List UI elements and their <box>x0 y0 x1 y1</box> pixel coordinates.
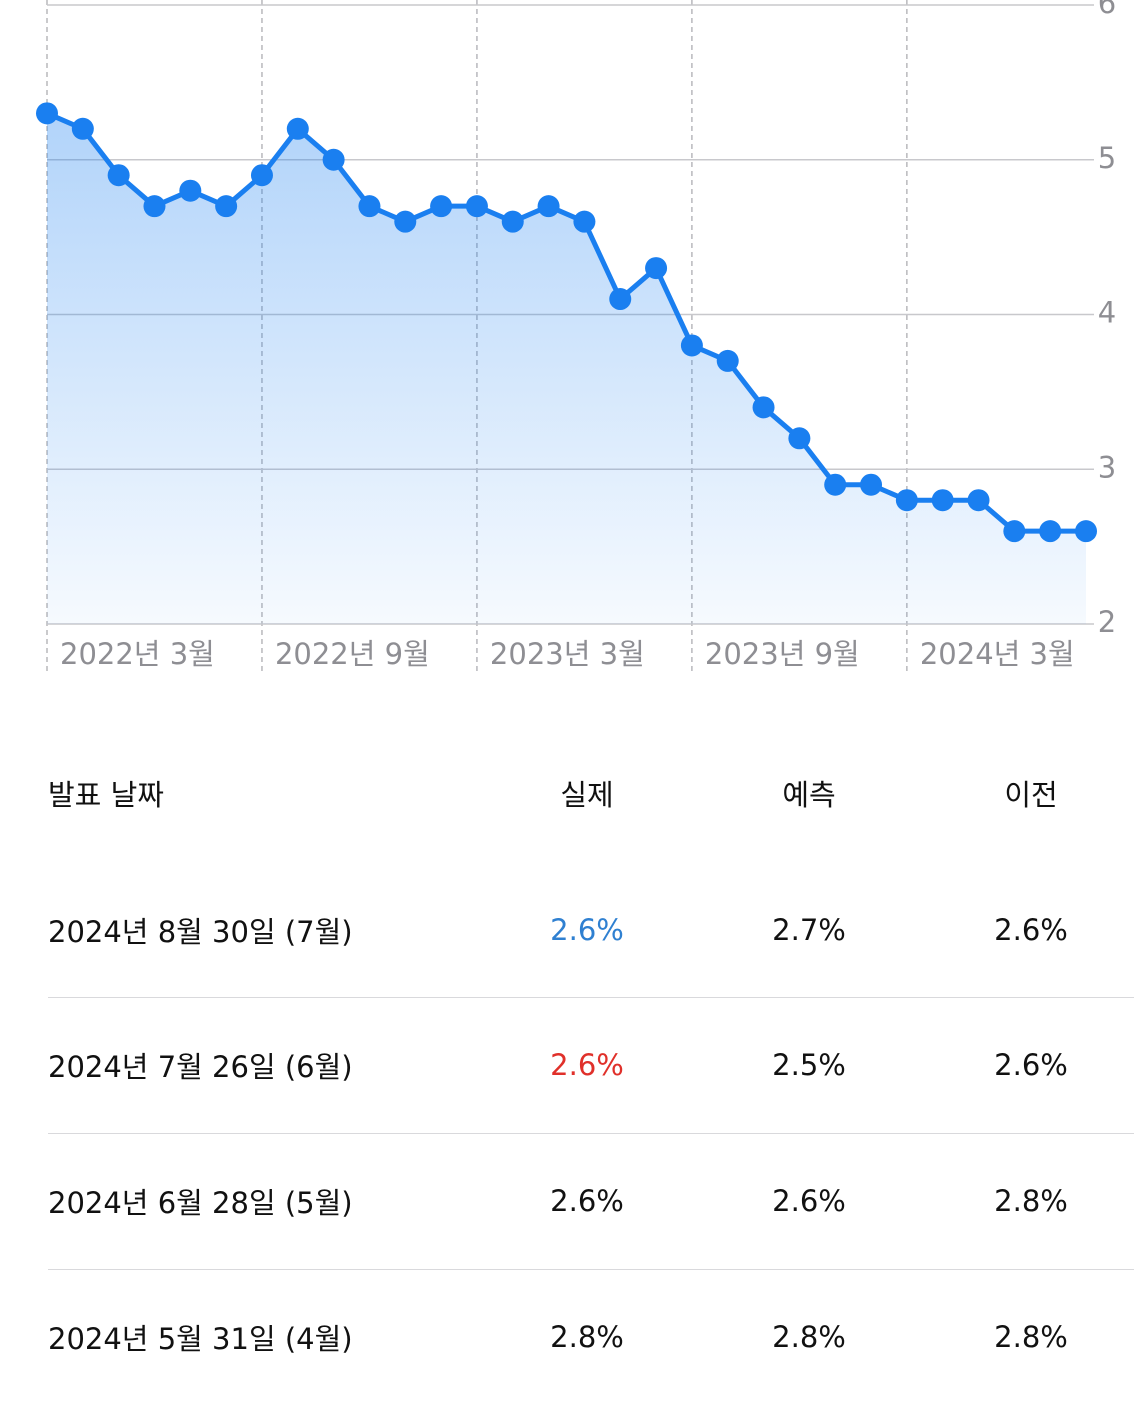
y-tick-label: 3 <box>1098 450 1116 484</box>
point <box>788 427 811 450</box>
y-tick-label: 5 <box>1098 141 1116 175</box>
point <box>465 195 488 218</box>
x-tick-label: 2024년 3월 <box>920 637 1075 671</box>
point <box>1075 520 1097 543</box>
area <box>47 113 1086 624</box>
point <box>645 257 668 280</box>
y-tick-label: 2 <box>1098 605 1116 639</box>
point <box>250 164 273 187</box>
row-date: 2024년 8월 30일 (7월) <box>48 915 353 949</box>
row-forecast: 2.8% <box>772 1320 846 1354</box>
row-forecast: 2.7% <box>772 913 846 947</box>
row-actual: 2.6% <box>550 1184 624 1218</box>
row-separator <box>48 997 1134 998</box>
header-date: 발표 날짜 <box>48 778 164 812</box>
point <box>71 117 94 140</box>
point <box>36 102 58 125</box>
chart: 2022년 3월 2022년 9월 2023년 3월 2023년 9월 2024년 3월… <box>36 0 1116 672</box>
point <box>394 210 417 233</box>
row-actual: 2.8% <box>550 1320 624 1354</box>
point <box>716 349 739 372</box>
point <box>537 195 560 218</box>
x-tick-label: 2023년 9월 <box>705 637 860 671</box>
row-date: 2024년 6월 28일 (5월) <box>48 1186 353 1220</box>
row-previous: 2.6% <box>994 913 1068 947</box>
x-tick-label: 2023년 3월 <box>490 637 645 671</box>
point <box>860 473 883 496</box>
point <box>143 195 166 218</box>
point <box>752 396 775 419</box>
point <box>322 148 345 171</box>
header-previous: 이전 <box>1004 778 1058 812</box>
header-forecast: 예측 <box>782 778 836 812</box>
row-forecast: 2.5% <box>772 1048 846 1082</box>
row-previous: 2.6% <box>994 1048 1068 1082</box>
point <box>680 334 703 357</box>
point <box>931 489 954 512</box>
row-actual: 2.6% <box>550 913 624 947</box>
point <box>501 210 524 233</box>
row-date: 2024년 5월 31일 (4월) <box>48 1322 353 1356</box>
row-actual: 2.6% <box>550 1048 624 1082</box>
x-tick-label: 2022년 3월 <box>60 637 215 671</box>
point <box>1003 520 1026 543</box>
row-date: 2024년 7월 26일 (6월) <box>48 1050 353 1084</box>
row-separator <box>48 1133 1134 1134</box>
point <box>609 288 632 311</box>
point <box>107 164 130 187</box>
point <box>573 210 596 233</box>
row-separator <box>48 1269 1134 1270</box>
point <box>824 473 847 496</box>
point <box>430 195 453 218</box>
row-previous: 2.8% <box>994 1320 1068 1354</box>
point <box>179 179 202 202</box>
point <box>1039 520 1062 543</box>
row-previous: 2.8% <box>994 1184 1068 1218</box>
y-tick-label: 4 <box>1098 296 1116 330</box>
point <box>358 195 381 218</box>
x-tick-label: 2022년 9월 <box>275 637 430 671</box>
point <box>215 195 238 218</box>
row-forecast: 2.6% <box>772 1184 846 1218</box>
point <box>286 117 309 140</box>
point <box>967 489 990 512</box>
point <box>895 489 918 512</box>
header-actual: 실제 <box>560 778 614 812</box>
y-tick-label: 6 <box>1098 0 1116 20</box>
